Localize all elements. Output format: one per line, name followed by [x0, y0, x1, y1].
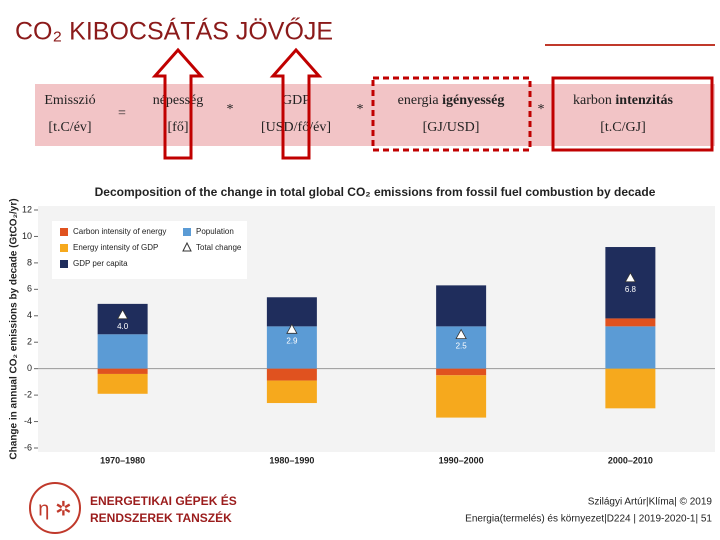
highlight-box: [551, 76, 714, 152]
term-label-bold: intenzitás: [615, 93, 673, 108]
y-tick-label: 10: [22, 231, 32, 241]
operator: *: [538, 102, 545, 117]
dashed-box: [371, 76, 532, 152]
y-tick-label: -6: [24, 442, 32, 452]
legend: [52, 221, 247, 279]
term-label-part: karbon: [573, 93, 612, 108]
y-tick-label: 4: [27, 310, 32, 320]
term-label-bold: igényesség: [442, 93, 504, 108]
term-label: energia igényesség: [398, 93, 505, 108]
logo-mark: [29, 482, 81, 534]
bar-segment: [605, 318, 656, 327]
legend-swatch: [183, 228, 191, 236]
formula-band: [35, 84, 715, 146]
operator: *: [357, 102, 364, 117]
bar-segment: [436, 285, 487, 327]
total-marker: [286, 323, 298, 334]
y-axis-title: Change in annual CO₂ emissions by decade…: [9, 198, 20, 459]
x-tick-label: 1980–1990: [269, 455, 314, 465]
y-tick-label: 2: [27, 337, 32, 347]
x-tick-label: 1970–1980: [100, 455, 145, 465]
logo-text: RENDSZEREK TANSZÉK: [90, 510, 232, 525]
legend-label: Energy intensity of GDP: [73, 243, 158, 252]
bar-segment: [605, 368, 656, 409]
term-label: népesség: [153, 93, 204, 108]
footer: Szilágyi Artúr|Klíma| © 2019: [588, 497, 713, 508]
bar-segment: [266, 368, 317, 381]
logo-text: ENERGETIKAI GÉPEK ÉS: [90, 493, 237, 508]
legend-label: GDP per capita: [73, 259, 128, 268]
term-unit: [USD/fő/év]: [261, 120, 331, 135]
arrow: [151, 47, 205, 160]
total-label: 6.8: [625, 285, 637, 294]
slide-title: CO₂ KIBOCSÁTÁS JÖVŐJE: [15, 17, 333, 46]
total-marker: [116, 308, 129, 320]
total-label: 2.5: [456, 342, 468, 351]
bar-segment: [97, 373, 148, 394]
total-marker: [624, 271, 637, 283]
operator: *: [227, 102, 234, 117]
legend-label: Total change: [196, 243, 242, 252]
bar-segment: [436, 368, 487, 376]
legend-swatch: [60, 228, 68, 236]
term-label: GDP: [282, 93, 310, 108]
legend-swatch: [60, 260, 68, 268]
logo-glyph: η ✲: [38, 498, 71, 520]
bar-segment: [266, 380, 317, 404]
total-label: 4.0: [117, 322, 129, 331]
legend-swatch: [60, 244, 68, 252]
bar-segment: [436, 375, 487, 418]
legend-label: Population: [196, 227, 234, 236]
bar-segment: [97, 334, 148, 369]
y-tick-label: -4: [24, 416, 32, 426]
x-tick-label: 2000–2010: [608, 455, 653, 465]
operator: =: [118, 106, 126, 121]
term-unit: [t.C/év]: [48, 120, 91, 135]
y-tick-label: 8: [27, 257, 32, 267]
chart-title: Decomposition of the change in total glo…: [95, 185, 656, 199]
footer: Energia(termelés) és környezet|D224 | 20…: [465, 514, 712, 525]
total-marker: [455, 328, 467, 340]
y-tick-label: -2: [24, 389, 32, 399]
bar-segment: [605, 247, 656, 319]
bar-segment: [605, 326, 656, 369]
y-tick-label: 6: [27, 284, 32, 294]
term-unit: [t.C/GJ]: [600, 120, 646, 135]
bar-segment: [266, 297, 317, 327]
term-unit: [fő]: [168, 120, 189, 135]
y-tick-label: 0: [27, 363, 32, 373]
bar-segment: [97, 368, 148, 374]
legend-label: Carbon intensity of energy: [73, 227, 166, 236]
term-unit: [GJ/USD]: [423, 120, 480, 135]
term-label: karbon intenzitás: [573, 93, 673, 108]
arrow: [269, 47, 323, 160]
x-tick-label: 1990–2000: [439, 455, 484, 465]
legend-swatch: [182, 241, 192, 252]
term-label: Emisszió: [44, 93, 95, 108]
term-label-part: energia: [398, 93, 440, 108]
total-label: 2.9: [286, 336, 298, 345]
y-tick-label: 12: [22, 204, 32, 214]
